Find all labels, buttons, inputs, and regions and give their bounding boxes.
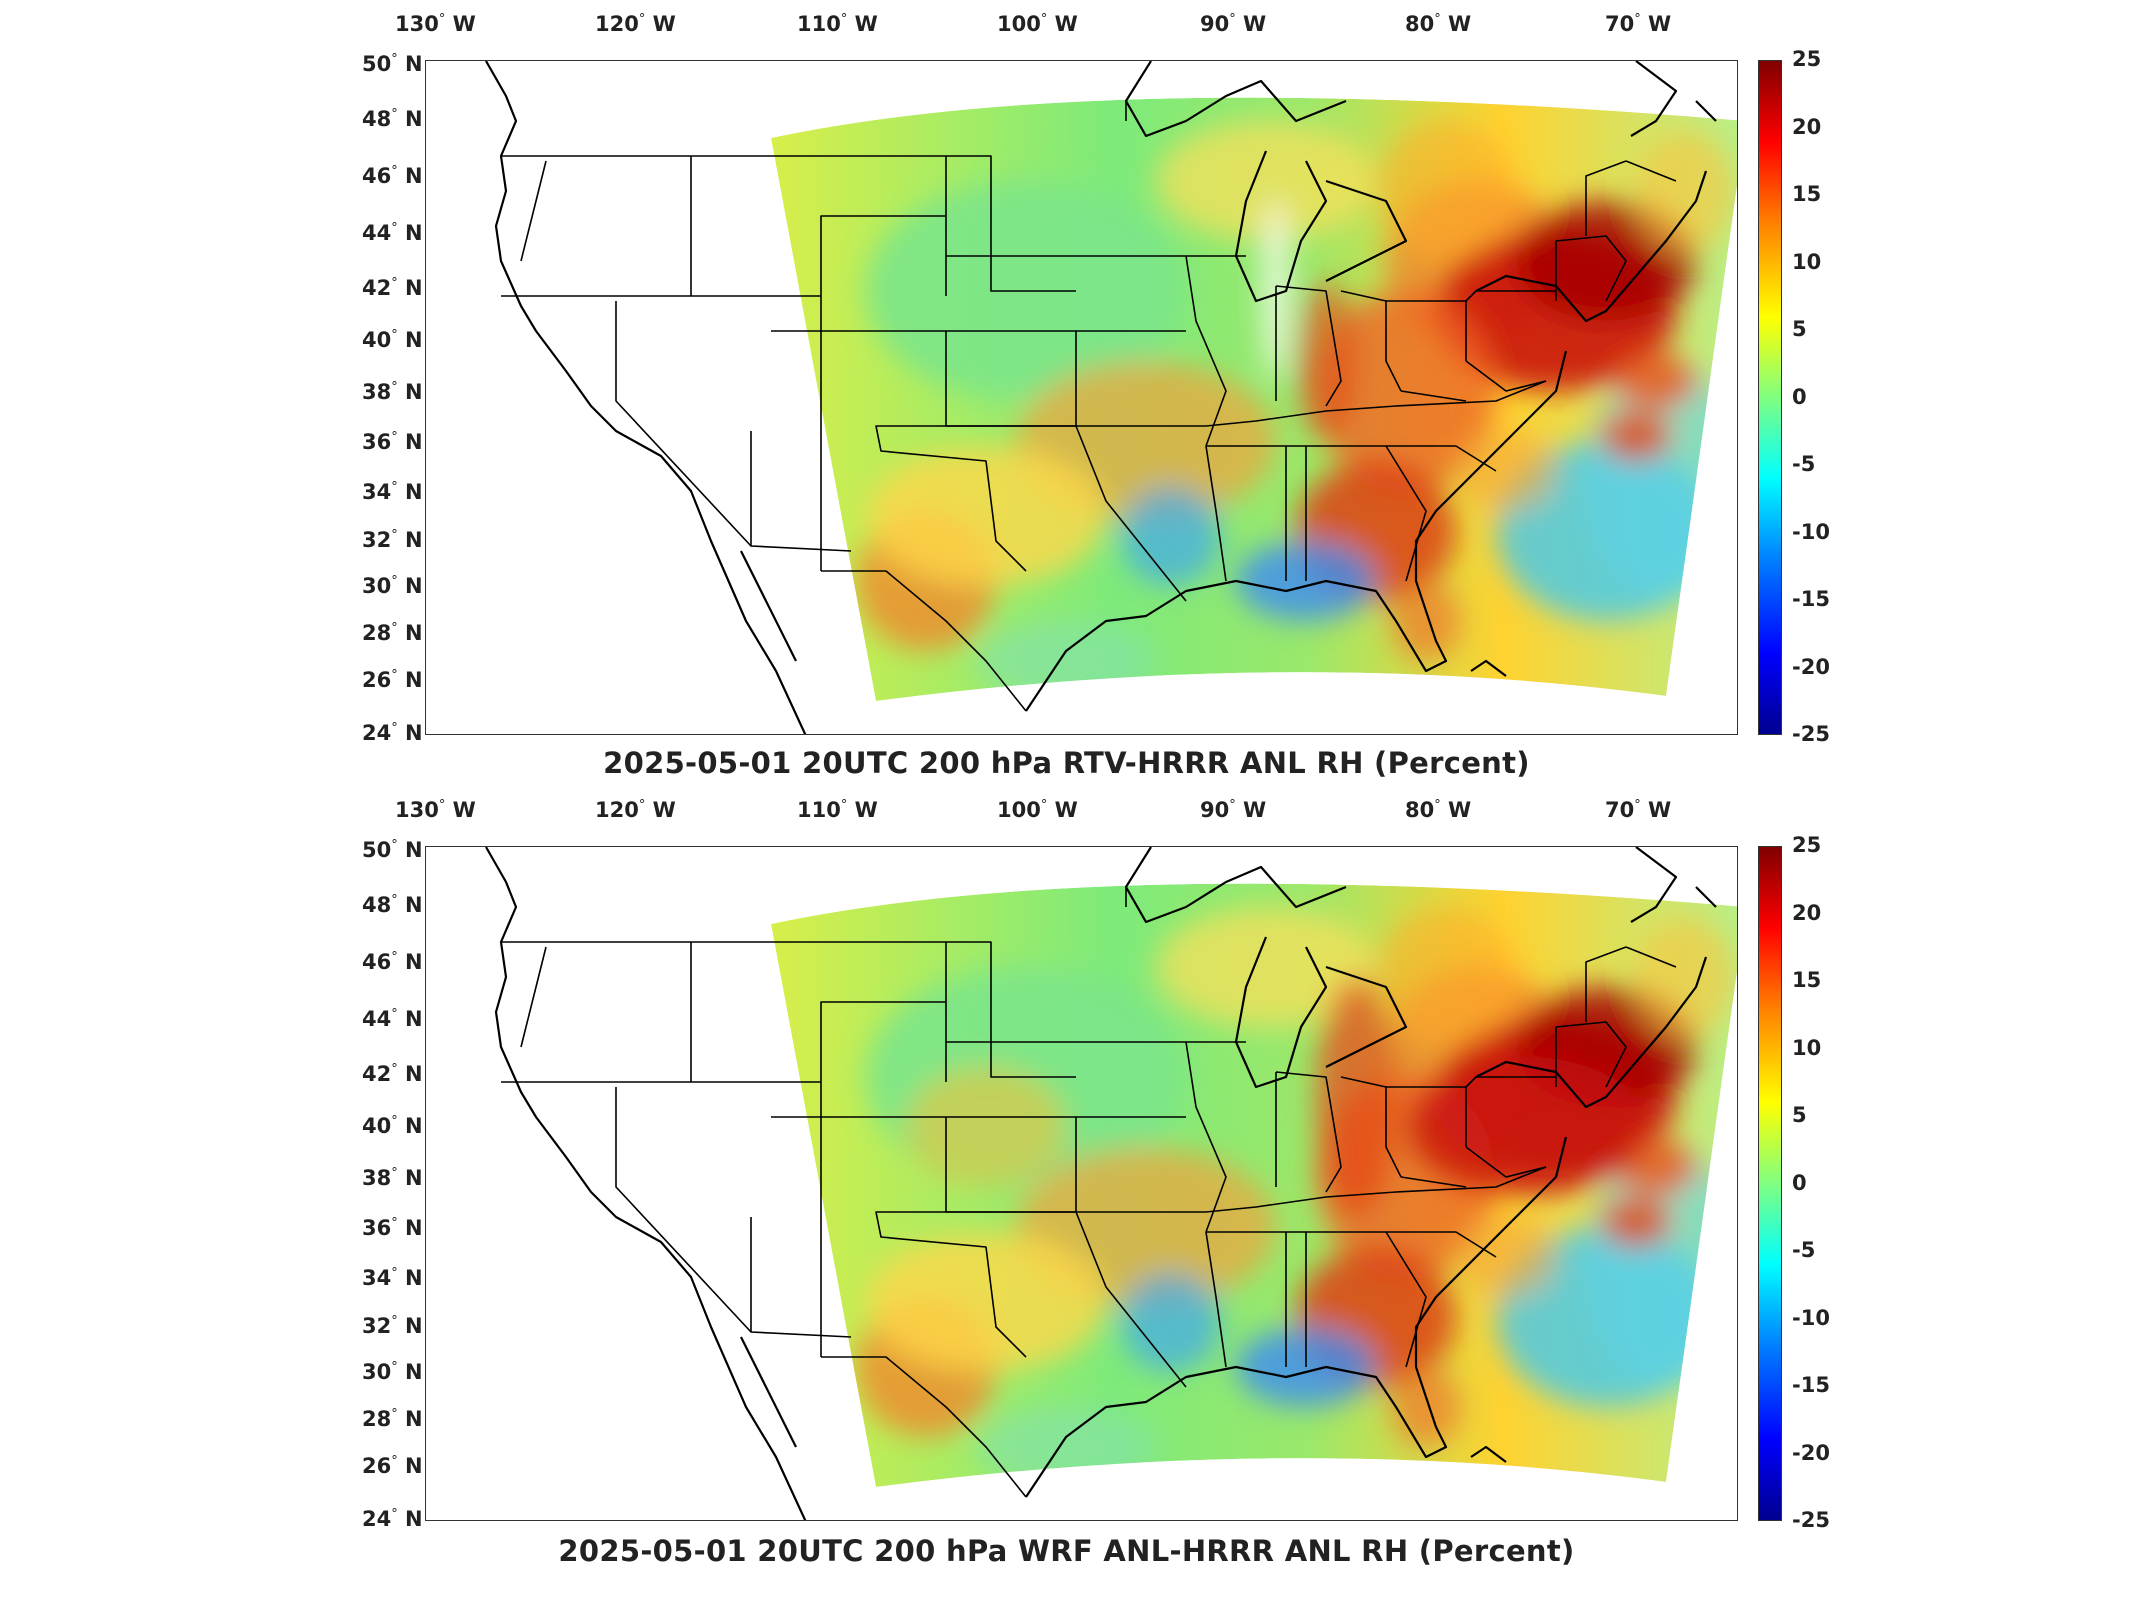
lat-tick-label: 40° N bbox=[362, 328, 423, 352]
lon-tick-label: 110° W bbox=[797, 12, 878, 36]
lat-tick-label: 44° N bbox=[362, 1007, 423, 1031]
colorbar bbox=[1758, 60, 1782, 735]
panel-rtv: 130° W 120° W 110° W 100° W 90° W 80° W 70° W … bbox=[0, 0, 2133, 790]
lat-tick-label: 46° N bbox=[362, 164, 423, 188]
lat-tick-label: 32° N bbox=[362, 1314, 423, 1338]
colorbar-tick-label: -10 bbox=[1792, 1305, 1830, 1330]
colorbar-tick-label: 0 bbox=[1792, 384, 1807, 409]
rh-difference-map bbox=[485, 847, 1737, 1520]
colorbar-tick-label: 15 bbox=[1792, 968, 1822, 992]
colorbar-tick-label: -15 bbox=[1792, 587, 1830, 611]
colorbar-tick-label: -20 bbox=[1792, 654, 1830, 679]
lat-tick-label: 26° N bbox=[362, 668, 423, 692]
lon-tick-label: 80° W bbox=[1405, 12, 1472, 36]
lat-tick-label: 34° N bbox=[362, 480, 423, 504]
lat-tick-label: 48° N bbox=[362, 107, 423, 131]
lon-tick-label: 70° W bbox=[1605, 12, 1672, 36]
colorbar-tick-label: 25 bbox=[1792, 833, 1822, 857]
lat-tick-label: 30° N bbox=[362, 574, 423, 598]
lat-tick-label: 42° N bbox=[362, 1062, 423, 1086]
lat-tick-label: 38° N bbox=[362, 380, 423, 404]
lon-tick-label: 120° W bbox=[595, 798, 676, 822]
colorbar-tick-label: -20 bbox=[1792, 1440, 1830, 1465]
lat-tick-label: 36° N bbox=[362, 430, 423, 454]
lon-tick-label: 90° W bbox=[1200, 12, 1267, 36]
lat-tick-label: 36° N bbox=[362, 1216, 423, 1240]
colorbar-tick-label: 20 bbox=[1792, 114, 1822, 139]
map-area bbox=[425, 846, 1738, 1521]
panel-wrf: 130° W 120° W 110° W 100° W 90° W 80° W 70° W … bbox=[0, 790, 2133, 1580]
colorbar-tick-label: 10 bbox=[1792, 249, 1822, 274]
lon-tick-label: 110° W bbox=[797, 798, 878, 822]
rh-difference-map bbox=[485, 61, 1737, 734]
lon-tick-label: 70° W bbox=[1605, 798, 1672, 822]
lon-tick-label: 100° W bbox=[997, 798, 1078, 822]
lon-tick-label: 130° W bbox=[395, 798, 476, 822]
lat-tick-label: 34° N bbox=[362, 1266, 423, 1290]
lat-tick-label: 46° N bbox=[362, 950, 423, 974]
lat-tick-label: 42° N bbox=[362, 276, 423, 300]
panel-title: 2025-05-01 20UTC 200 hPa RTV-HRRR ANL RH… bbox=[603, 746, 1530, 780]
colorbar-tick-label: 10 bbox=[1792, 1035, 1822, 1060]
lat-tick-label: 44° N bbox=[362, 221, 423, 245]
colorbar bbox=[1758, 846, 1782, 1521]
lat-tick-label: 28° N bbox=[362, 1407, 423, 1431]
lon-tick-label: 80° W bbox=[1405, 798, 1472, 822]
colorbar-tick-label: 5 bbox=[1792, 1103, 1807, 1127]
lat-tick-label: 24° N bbox=[362, 1507, 423, 1531]
lon-tick-label: 100° W bbox=[997, 12, 1078, 36]
lon-tick-label: 90° W bbox=[1200, 798, 1267, 822]
colorbar-tick-label: 25 bbox=[1792, 47, 1822, 71]
lat-tick-label: 26° N bbox=[362, 1454, 423, 1478]
lat-tick-label: 50° N bbox=[362, 52, 423, 76]
lat-tick-label: 32° N bbox=[362, 528, 423, 552]
colorbar-tick-label: -25 bbox=[1792, 1508, 1830, 1532]
colorbar-tick-label: -10 bbox=[1792, 519, 1830, 544]
lat-tick-label: 24° N bbox=[362, 721, 423, 745]
lat-tick-label: 48° N bbox=[362, 893, 423, 917]
panel-title: 2025-05-01 20UTC 200 hPa WRF ANL-HRRR AN… bbox=[558, 1534, 1575, 1568]
colorbar-tick-label: 15 bbox=[1792, 182, 1822, 206]
colorbar-tick-label: 0 bbox=[1792, 1170, 1807, 1195]
colorbar-tick-label: -25 bbox=[1792, 722, 1830, 746]
lat-tick-label: 30° N bbox=[362, 1360, 423, 1384]
lat-tick-label: 50° N bbox=[362, 838, 423, 862]
lon-tick-label: 120° W bbox=[595, 12, 676, 36]
colorbar-tick-label: 5 bbox=[1792, 317, 1807, 341]
lon-tick-label: 130° W bbox=[395, 12, 476, 36]
lat-tick-label: 40° N bbox=[362, 1114, 423, 1138]
lat-tick-label: 28° N bbox=[362, 621, 423, 645]
colorbar-tick-label: -5 bbox=[1792, 452, 1816, 476]
colorbar-tick-label: 20 bbox=[1792, 900, 1822, 925]
colorbar-tick-label: -5 bbox=[1792, 1238, 1816, 1262]
lat-tick-label: 38° N bbox=[362, 1166, 423, 1190]
colorbar-tick-label: -15 bbox=[1792, 1373, 1830, 1397]
map-area bbox=[425, 60, 1738, 735]
